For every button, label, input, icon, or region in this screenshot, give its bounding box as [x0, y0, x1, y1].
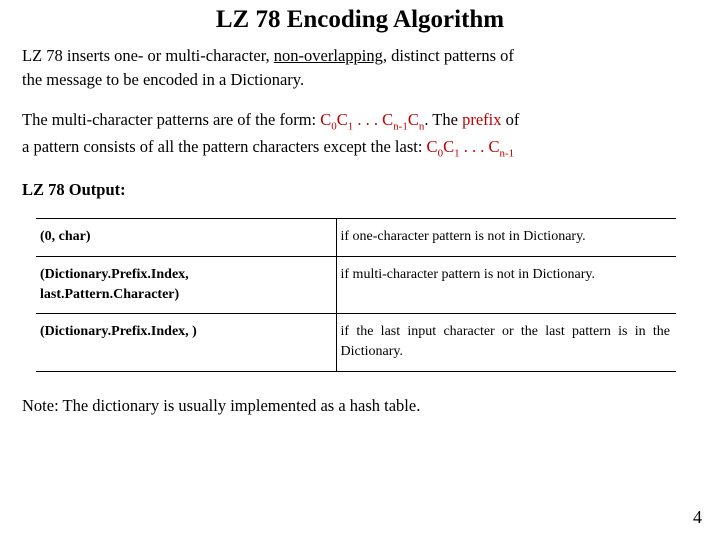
page-title: LZ 78 Encoding Algorithm	[0, 0, 720, 44]
p2-i: a pattern consists of all the pattern ch…	[22, 137, 427, 156]
p2-C0b-c: C	[427, 137, 438, 156]
p2-h: of	[501, 110, 519, 129]
cell-right: if multi-character pattern is not in Dic…	[336, 256, 676, 314]
cell-right: if one-character pattern is not in Dicti…	[336, 219, 676, 256]
table-row: (Dictionary.Prefix.Index, last.Pattern.C…	[36, 256, 676, 314]
paragraph-1: LZ 78 inserts one- or multi-character, n…	[22, 44, 698, 92]
table-row: (0, char) if one-character pattern is no…	[36, 219, 676, 256]
output-table: (0, char) if one-character pattern is no…	[36, 218, 676, 371]
cell-left: (0, char)	[36, 219, 336, 256]
p2-a: The multi-character patterns are of the …	[22, 110, 320, 129]
p2-nm1b: n-1	[499, 147, 514, 159]
page-number: 4	[693, 507, 702, 528]
p2-Cn: Cn	[408, 110, 425, 129]
cell-left: (Dictionary.Prefix.Index, )	[36, 314, 336, 372]
p2-C1b-c: C	[443, 137, 454, 156]
p2-C1-c: C	[337, 110, 348, 129]
p1-text-a: LZ 78 inserts one- or multi-character,	[22, 46, 274, 65]
p2-Cn-c: C	[408, 110, 419, 129]
p2-dots1: . . . C	[353, 110, 393, 129]
paragraph-2: The multi-character patterns are of the …	[22, 108, 698, 162]
p2-C1: C1	[337, 110, 354, 129]
p2-nm1: n-1	[393, 120, 408, 132]
p2-prefix: prefix	[462, 110, 501, 129]
p2-C0: C0	[320, 110, 337, 129]
note-text: Note: The dictionary is usually implemen…	[22, 394, 698, 418]
p2-C1b: C1	[443, 137, 460, 156]
p2-C0b: C0	[427, 137, 444, 156]
body-content: LZ 78 inserts one- or multi-character, n…	[0, 44, 720, 418]
output-heading: LZ 78 Output:	[22, 178, 698, 202]
p1-text-c: the message to be encoded in a Dictionar…	[22, 70, 304, 89]
cell-left: (Dictionary.Prefix.Index, last.Pattern.C…	[36, 256, 336, 314]
table-row: (Dictionary.Prefix.Index, ) if the last …	[36, 314, 676, 372]
p1-text-b: , distinct patterns of	[383, 46, 514, 65]
p2-dots2: . . . C	[460, 137, 500, 156]
p2-f: . The	[424, 110, 462, 129]
p1-underlined: non-overlapping	[274, 46, 383, 65]
p2-C0-c: C	[320, 110, 331, 129]
cell-right: if the last input character or the last …	[336, 314, 676, 372]
